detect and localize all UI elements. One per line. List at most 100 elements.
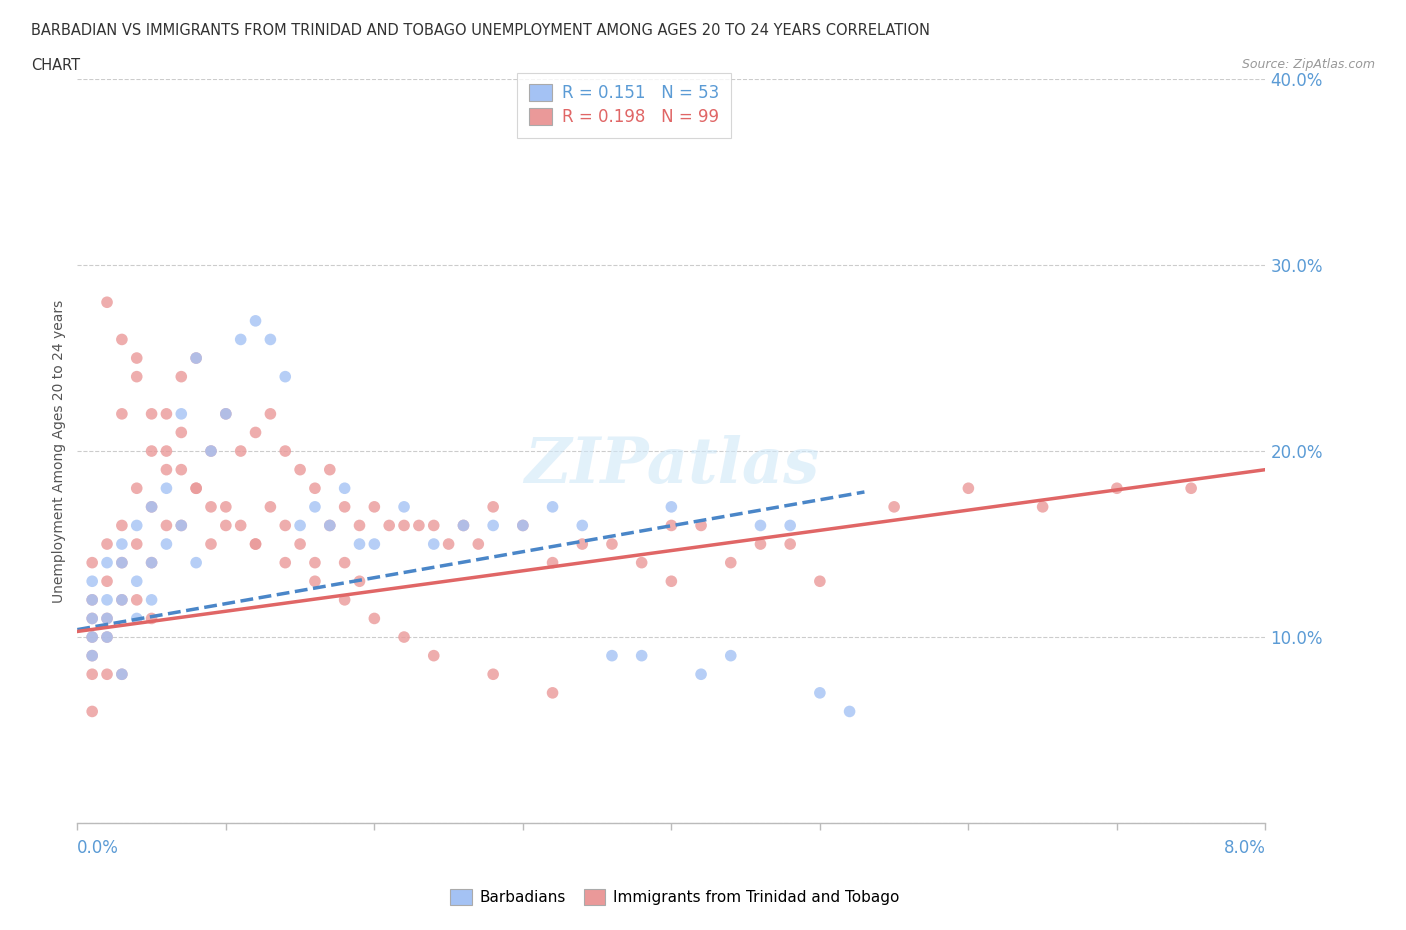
Point: [215, 406, 238, 421]
Point: [661, 574, 683, 589]
Point: [155, 444, 177, 458]
Point: [111, 555, 134, 570]
Point: [274, 555, 297, 570]
Point: [111, 555, 134, 570]
Point: [349, 518, 371, 533]
Point: [259, 332, 281, 347]
Point: [170, 369, 193, 384]
Point: [808, 685, 831, 700]
Point: [883, 499, 905, 514]
Point: [186, 555, 208, 570]
Point: [245, 425, 267, 440]
Point: [363, 499, 385, 514]
Point: [82, 630, 104, 644]
Point: [288, 462, 311, 477]
Point: [96, 537, 118, 551]
Point: [186, 351, 208, 365]
Point: [170, 462, 193, 477]
Text: Source: ZipAtlas.com: Source: ZipAtlas.com: [1241, 58, 1375, 71]
Point: [363, 537, 385, 551]
Point: [82, 611, 104, 626]
Point: [141, 444, 163, 458]
Point: [111, 667, 134, 682]
Point: [333, 592, 356, 607]
Point: [125, 574, 148, 589]
Point: [125, 481, 148, 496]
Point: [82, 592, 104, 607]
Point: [200, 537, 222, 551]
Point: [82, 592, 104, 607]
Point: [541, 555, 564, 570]
Point: [141, 499, 163, 514]
Point: [482, 667, 505, 682]
Point: [720, 648, 742, 663]
Point: [215, 499, 238, 514]
Point: [96, 592, 118, 607]
Point: [111, 592, 134, 607]
Point: [82, 574, 104, 589]
Point: [378, 518, 401, 533]
Point: [111, 592, 134, 607]
Point: [349, 537, 371, 551]
Point: [111, 518, 134, 533]
Point: [245, 537, 267, 551]
Point: [661, 499, 683, 514]
Point: [274, 518, 297, 533]
Point: [600, 648, 623, 663]
Point: [125, 369, 148, 384]
Point: [304, 481, 326, 496]
Point: [96, 611, 118, 626]
Point: [170, 425, 193, 440]
Point: [349, 574, 371, 589]
Point: [333, 555, 356, 570]
Point: [96, 295, 118, 310]
Point: [141, 499, 163, 514]
Point: [111, 667, 134, 682]
Point: [200, 444, 222, 458]
Point: [453, 518, 475, 533]
Legend: Barbadians, Immigrants from Trinidad and Tobago: Barbadians, Immigrants from Trinidad and…: [444, 883, 905, 911]
Point: [82, 630, 104, 644]
Point: [215, 518, 238, 533]
Point: [779, 518, 801, 533]
Point: [111, 537, 134, 551]
Point: [453, 518, 475, 533]
Point: [482, 499, 505, 514]
Point: [600, 537, 623, 551]
Point: [720, 555, 742, 570]
Point: [186, 481, 208, 496]
Point: [245, 313, 267, 328]
Point: [467, 537, 489, 551]
Text: 0.0%: 0.0%: [77, 839, 120, 857]
Point: [170, 406, 193, 421]
Point: [96, 630, 118, 644]
Point: [512, 518, 534, 533]
Point: [957, 481, 980, 496]
Point: [229, 444, 252, 458]
Point: [155, 481, 177, 496]
Point: [392, 630, 415, 644]
Point: [82, 555, 104, 570]
Point: [155, 537, 177, 551]
Point: [690, 667, 713, 682]
Point: [392, 518, 415, 533]
Text: 8.0%: 8.0%: [1223, 839, 1265, 857]
Point: [96, 630, 118, 644]
Point: [571, 518, 593, 533]
Point: [141, 555, 163, 570]
Point: [319, 462, 342, 477]
Point: [111, 406, 134, 421]
Point: [392, 499, 415, 514]
Point: [319, 518, 342, 533]
Point: [512, 518, 534, 533]
Point: [333, 499, 356, 514]
Point: [408, 518, 430, 533]
Point: [274, 369, 297, 384]
Point: [186, 351, 208, 365]
Point: [437, 537, 460, 551]
Point: [96, 574, 118, 589]
Point: [274, 444, 297, 458]
Point: [82, 704, 104, 719]
Point: [82, 648, 104, 663]
Point: [170, 518, 193, 533]
